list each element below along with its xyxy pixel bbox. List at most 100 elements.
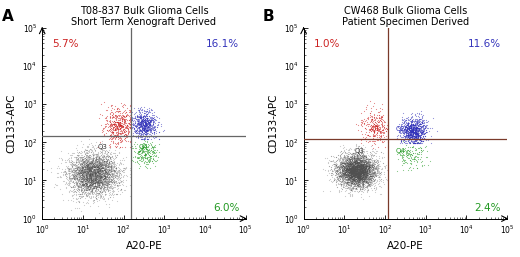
Point <box>352 172 360 176</box>
Point <box>408 135 416 139</box>
Point <box>407 128 415 132</box>
Point <box>140 128 149 132</box>
Point <box>362 164 371 168</box>
Point <box>353 153 361 157</box>
Point <box>349 169 357 173</box>
Point <box>349 173 358 177</box>
Point <box>377 114 385 118</box>
Point <box>383 126 391 131</box>
Point <box>76 192 85 196</box>
Point <box>353 161 361 165</box>
Point <box>348 193 356 197</box>
Point <box>108 181 116 185</box>
Point <box>106 135 114 140</box>
Point <box>84 178 93 182</box>
Point <box>363 164 371 168</box>
Point <box>356 176 364 180</box>
Point <box>81 176 89 180</box>
Point <box>97 163 106 168</box>
Point <box>92 191 100 196</box>
Point <box>410 117 419 121</box>
Point <box>350 156 358 160</box>
Point <box>91 171 99 176</box>
Point <box>85 169 93 173</box>
Point <box>76 177 85 181</box>
Point <box>89 180 97 184</box>
Point <box>359 171 367 175</box>
Point <box>136 121 145 125</box>
Point <box>103 175 111 179</box>
Point <box>409 134 418 138</box>
Point <box>80 188 88 192</box>
Point <box>342 167 350 171</box>
Point <box>84 169 93 173</box>
Point <box>357 156 366 160</box>
Point <box>337 182 345 186</box>
Point <box>135 152 144 156</box>
Point <box>121 111 129 115</box>
Point <box>352 174 360 178</box>
Point <box>90 181 98 185</box>
Point <box>100 168 108 172</box>
Point <box>85 160 93 164</box>
Point <box>357 176 365 180</box>
Point <box>346 169 354 173</box>
Point <box>102 172 110 176</box>
Point <box>81 152 89 156</box>
Point <box>419 130 427 134</box>
Point <box>410 125 418 129</box>
Point <box>72 200 80 204</box>
Point <box>346 171 355 175</box>
Point <box>340 167 348 171</box>
Point <box>138 121 147 125</box>
Point <box>405 136 413 140</box>
Point <box>350 175 359 179</box>
Point <box>78 170 86 174</box>
Point <box>350 174 358 178</box>
Point <box>374 126 382 130</box>
Point <box>151 121 160 125</box>
Point <box>85 175 93 179</box>
Point <box>106 128 114 133</box>
Point <box>344 173 353 177</box>
Point <box>146 154 154 159</box>
Point <box>413 126 421 130</box>
Point <box>115 168 123 172</box>
Point <box>111 166 119 170</box>
Point <box>352 181 360 185</box>
Point <box>132 110 140 114</box>
Point <box>67 185 75 189</box>
Point <box>342 181 350 186</box>
Point <box>85 179 93 183</box>
Point <box>95 175 103 179</box>
Point <box>98 150 106 154</box>
Point <box>348 161 357 166</box>
Point <box>358 160 367 164</box>
Point <box>341 173 349 177</box>
Point <box>410 157 418 161</box>
Point <box>101 171 110 175</box>
Point <box>75 206 84 210</box>
Point <box>370 171 379 176</box>
Point <box>348 177 357 181</box>
Point <box>407 127 415 131</box>
Point <box>148 145 157 149</box>
Point <box>76 167 84 171</box>
Point <box>374 164 382 168</box>
Point <box>408 129 417 133</box>
Point <box>94 174 102 178</box>
Point <box>70 166 78 170</box>
Point <box>402 143 410 147</box>
Point <box>70 172 78 177</box>
Point <box>348 173 356 177</box>
Point <box>345 166 354 170</box>
Point <box>357 158 365 162</box>
Point <box>412 130 421 134</box>
Point <box>340 167 348 171</box>
Point <box>344 169 352 173</box>
Point <box>345 183 354 187</box>
Point <box>346 169 355 173</box>
Point <box>96 171 105 175</box>
Point <box>356 178 364 182</box>
Point <box>354 176 362 180</box>
